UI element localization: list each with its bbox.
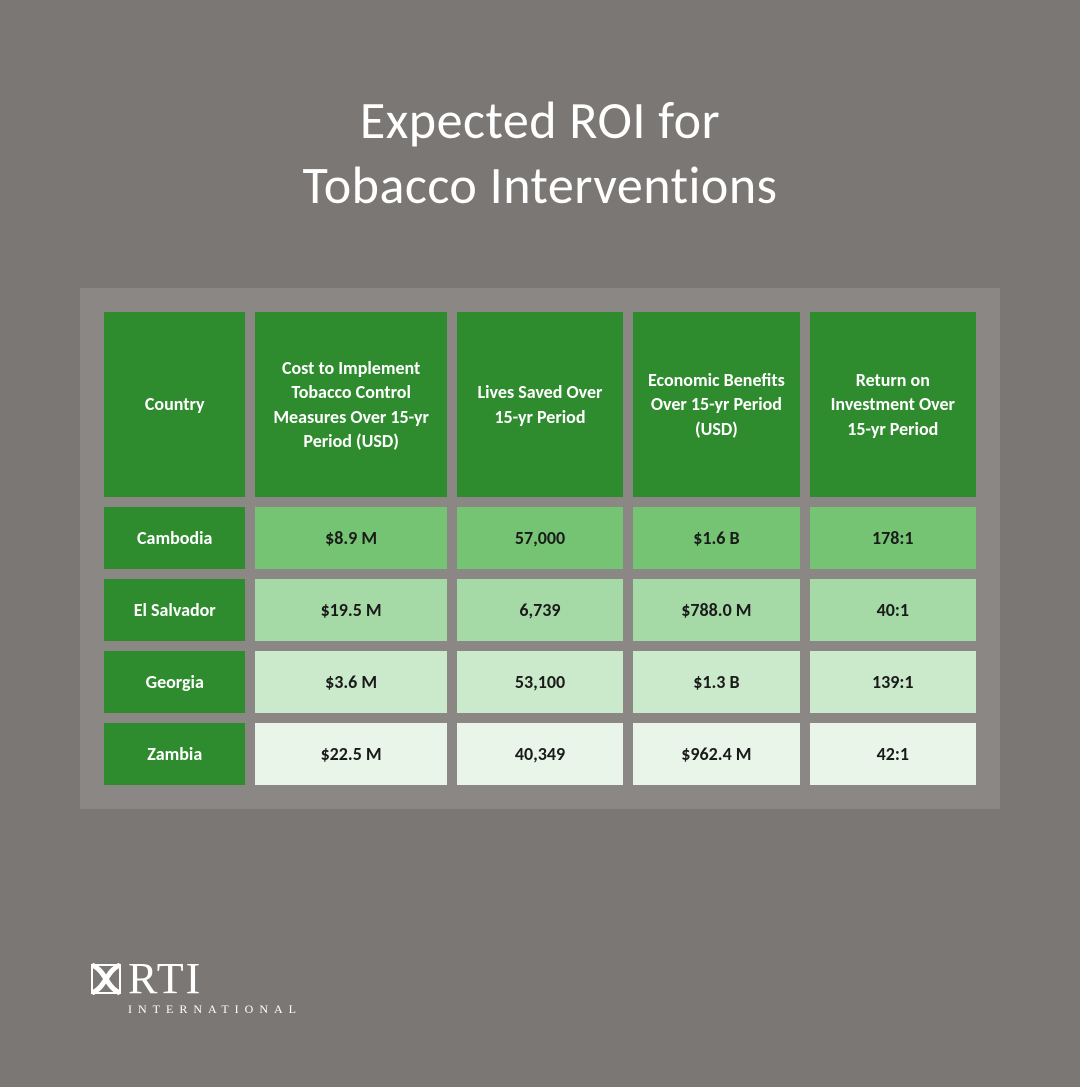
cell-benefits: $788.0 M xyxy=(633,579,799,641)
title-line-1: Expected ROI for xyxy=(360,88,720,152)
cell-cost: $19.5 M xyxy=(255,579,446,641)
cell-lives: 6,739 xyxy=(457,579,623,641)
cell-lives: 53,100 xyxy=(457,651,623,713)
table-header-row: Country Cost to Implement Tobacco Contro… xyxy=(104,312,976,497)
cell-roi: 139:1 xyxy=(810,651,976,713)
table-body: Cambodia$8.9 M57,000$1.6 B178:1 El Salvad… xyxy=(104,507,976,785)
cell-benefits: $1.3 B xyxy=(633,651,799,713)
cell-cost: $3.6 M xyxy=(255,651,446,713)
cell-roi: 40:1 xyxy=(810,579,976,641)
page-title: Expected ROI for Tobacco Interventions xyxy=(0,0,1080,218)
cell-cost: $22.5 M xyxy=(255,723,446,785)
cell-country: Cambodia xyxy=(104,507,245,569)
cell-cost: $8.9 M xyxy=(255,507,446,569)
header-lives: Lives Saved Over 15-yr Period xyxy=(457,312,623,497)
cell-benefits: $1.6 B xyxy=(633,507,799,569)
cell-lives: 57,000 xyxy=(457,507,623,569)
table-row: Georgia$3.6 M53,100$1.3 B139:1 xyxy=(104,651,976,713)
cell-country: Georgia xyxy=(104,651,245,713)
cell-roi: 42:1 xyxy=(810,723,976,785)
header-roi: Return on Investment Over 15-yr Period xyxy=(810,312,976,497)
roi-table-container: Country Cost to Implement Tobacco Contro… xyxy=(80,288,1000,809)
header-cost: Cost to Implement Tobacco Control Measur… xyxy=(255,312,446,497)
title-line-2: Tobacco Interventions xyxy=(303,153,778,217)
table-row: Zambia$22.5 M40,349$962.4 M42:1 xyxy=(104,723,976,785)
cell-benefits: $962.4 M xyxy=(633,723,799,785)
cell-country: Zambia xyxy=(104,723,245,785)
table-row: Cambodia$8.9 M57,000$1.6 B178:1 xyxy=(104,507,976,569)
rti-logo-icon xyxy=(88,961,124,997)
roi-table: Country Cost to Implement Tobacco Contro… xyxy=(94,302,986,795)
table-row: El Salvador$19.5 M6,739$788.0 M40:1 xyxy=(104,579,976,641)
rti-logo: RTI INTERNATIONAL xyxy=(88,953,302,1017)
header-benefits: Economic Benefits Over 15-yr Period (USD… xyxy=(633,312,799,497)
cell-country: El Salvador xyxy=(104,579,245,641)
logo-sub-text: INTERNATIONAL xyxy=(128,1002,302,1017)
logo-main-text: RTI xyxy=(128,953,202,1004)
cell-lives: 40,349 xyxy=(457,723,623,785)
cell-roi: 178:1 xyxy=(810,507,976,569)
header-country: Country xyxy=(104,312,245,497)
